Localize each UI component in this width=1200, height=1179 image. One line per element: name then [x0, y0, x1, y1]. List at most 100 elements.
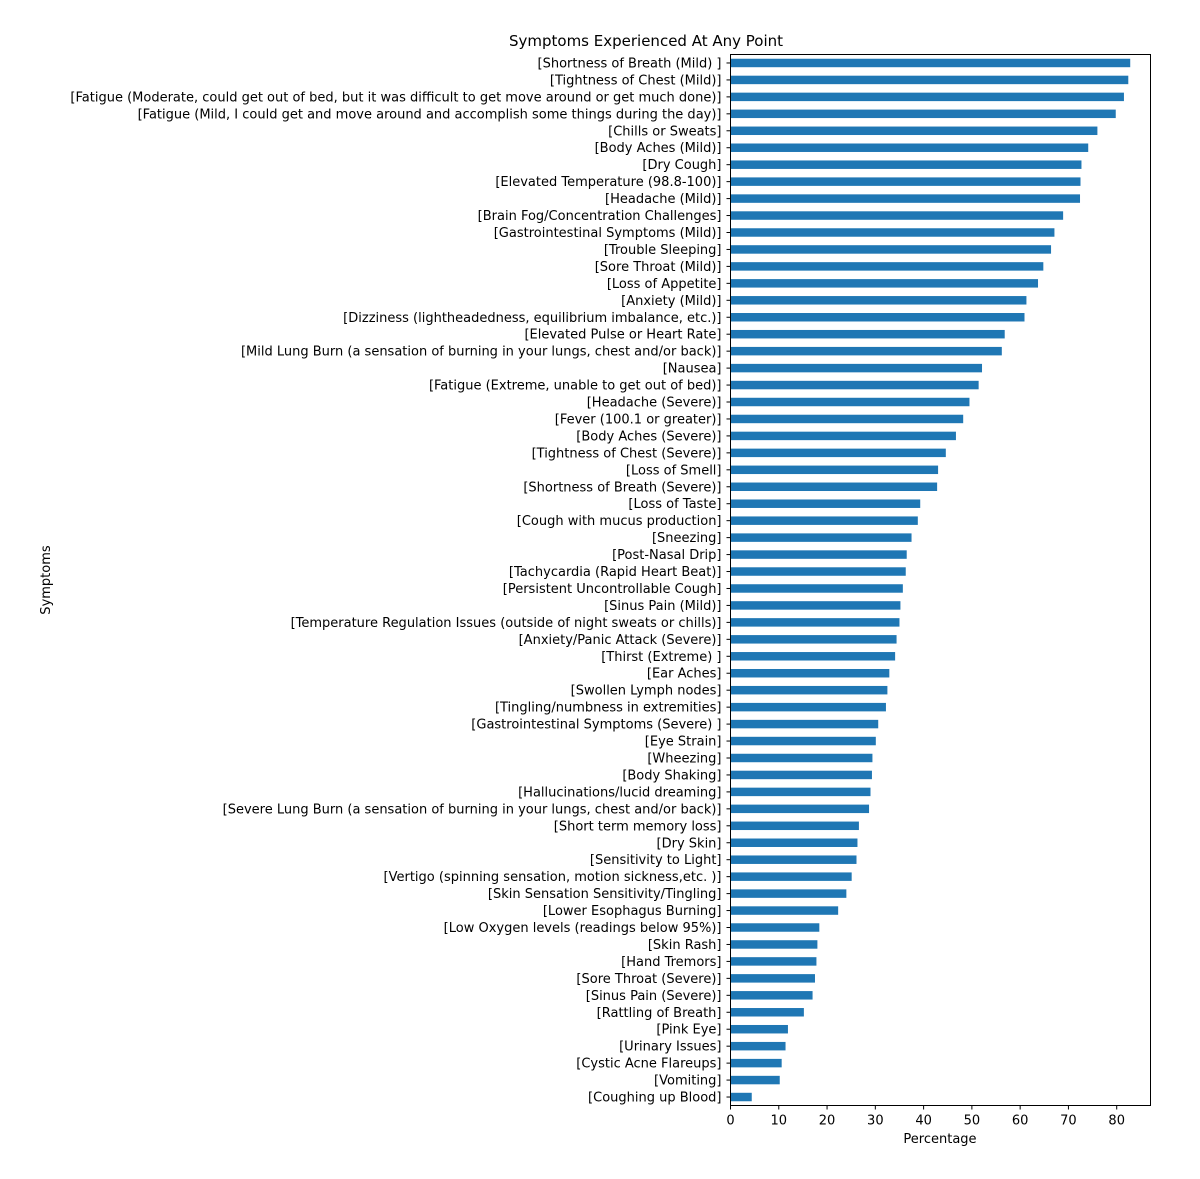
bar: [730, 821, 859, 831]
y-tick-label: [Anxiety (Mild)]: [621, 294, 721, 309]
bar: [730, 194, 1081, 203]
x-axis-label: Percentage: [903, 1132, 976, 1147]
bar: [730, 397, 970, 407]
bar: [730, 736, 876, 746]
y-tick-label: [Body Shaking]: [622, 768, 721, 783]
x-tick-label: 20: [819, 1114, 836, 1129]
bars-group: [730, 58, 1131, 1102]
y-tick-label: [Dry Skin]: [657, 836, 722, 851]
y-tick-label: [Hallucinations/lucid dreaming]: [518, 785, 721, 800]
bar: [730, 177, 1081, 186]
bar: [730, 685, 888, 695]
y-tick-label: [Urinary Issues]: [619, 1040, 721, 1055]
bar: [730, 533, 912, 542]
y-tick-label: [Fatigue (Mild, I could get and move aro…: [138, 107, 722, 122]
bar: [730, 363, 983, 373]
x-axis-ticks: 0 10 20 30 40 50 60 70 80: [726, 1105, 1125, 1129]
y-tick-label: [Shortness of Breath (Severe)]: [523, 480, 721, 495]
y-axis-label: Symptoms: [39, 545, 54, 615]
plot-frame: [730, 54, 1151, 1106]
y-tick-label: [Persistent Uncontrollable Cough]: [503, 582, 722, 597]
y-tick-label: [Anxiety/Panic Attack (Severe)]: [519, 633, 722, 648]
y-tick-label: [Temperature Regulation Issues (outside …: [291, 616, 722, 631]
y-tick-label: [Shortness of Breath (Mild) ]: [538, 56, 722, 71]
y-tick-label: [Eye Strain]: [645, 735, 722, 750]
y-tick-label: [Rattling of Breath]: [597, 1006, 722, 1021]
bar: [730, 228, 1055, 237]
y-tick-label: [Lower Esophagus Burning]: [543, 904, 722, 919]
bar: [730, 855, 857, 864]
bar: [730, 160, 1082, 169]
bar: [730, 804, 870, 814]
y-tick-label: [Swollen Lymph nodes]: [571, 684, 722, 699]
y-tick-label: [Sinus Pain (Severe)]: [586, 989, 722, 1004]
y-tick-label: [Low Oxygen levels (readings below 95%)]: [444, 921, 722, 936]
bar: [730, 431, 956, 441]
y-tick-label: [Fever (100.1 or greater)]: [555, 412, 722, 427]
y-tick-label: [Sore Throat (Mild)]: [595, 260, 722, 275]
bar: [730, 465, 939, 475]
bar: [730, 109, 1116, 119]
y-tick-label: [Skin Rash]: [648, 938, 722, 953]
y-tick-label: [Short term memory loss]: [554, 819, 722, 834]
bar: [730, 296, 1027, 305]
bar: [730, 143, 1089, 152]
bar: [730, 567, 906, 576]
bar: [730, 719, 879, 729]
bar: [730, 872, 852, 881]
y-tick-label: [Chills or Sweats]: [608, 124, 721, 139]
bar: [730, 1041, 786, 1051]
y-tick-label: [Fatigue (Moderate, could get out of bed…: [70, 90, 721, 105]
x-tick-label: 80: [1108, 1114, 1125, 1129]
bar: [730, 889, 847, 898]
bar: [730, 957, 817, 966]
y-tick-label: [Nausea]: [663, 362, 722, 377]
y-tick-label: [Dizziness (lightheadedness, equilibrium…: [343, 311, 721, 326]
y-tick-label: [Loss of Appetite]: [607, 277, 722, 292]
bar: [730, 906, 839, 915]
x-tick-label: 70: [1060, 1114, 1077, 1129]
y-tick-label: [Gastrointestinal Symptoms (Severe) ]: [471, 718, 721, 733]
y-tick-label: [Thirst (Extreme) ]: [601, 650, 721, 665]
bar: [730, 414, 964, 424]
bar: [730, 584, 903, 593]
bar: [730, 58, 1131, 68]
bar: [730, 838, 858, 847]
bar: [730, 262, 1044, 271]
y-tick-label: [Vomiting]: [654, 1074, 721, 1089]
y-tick-label: [Cystic Acne Flareups]: [576, 1057, 721, 1072]
bar: [730, 92, 1124, 102]
bar: [730, 787, 871, 797]
y-tick-label: [Vertigo (spinning sensation, motion sic…: [384, 870, 722, 885]
y-tick-label: [Loss of Smell]: [626, 463, 722, 478]
y-tick-label: [Headache (Severe)]: [587, 396, 722, 411]
bar: [730, 1024, 788, 1034]
bar: [730, 75, 1129, 85]
y-tick-label: [Trouble Sleeping]: [604, 243, 722, 258]
y-tick-label: [Gastrointestinal Symptoms (Mild)]: [494, 226, 722, 241]
y-tick-label: [Loss of Taste]: [628, 497, 721, 512]
y-tick-label: [Elevated Temperature (98.8-100)]: [495, 175, 721, 190]
y-tick-label: [Severe Lung Burn (a sensation of burnin…: [223, 802, 722, 817]
y-tick-label: [Cough with mucus production]: [517, 514, 722, 529]
bar: [730, 940, 818, 949]
y-tick-label: [Sneezing]: [652, 531, 722, 546]
y-tick-label: [Coughing up Blood]: [588, 1091, 721, 1106]
y-tick-label: [Headache (Mild)]: [605, 192, 721, 207]
y-tick-label: [Fatigue (Extreme, unable to get out of …: [429, 379, 722, 394]
y-tick-label: [Sinus Pain (Mild)]: [604, 599, 721, 614]
y-tick-label: [Brain Fog/Concentration Challenges]: [478, 209, 722, 224]
y-tick-label: [Tingling/numbness in extremities]: [495, 701, 722, 716]
bar: [730, 482, 938, 492]
x-tick-label: 10: [771, 1114, 788, 1129]
bar: [730, 516, 918, 525]
y-axis-ticks: [Shortness of Breath (Mild) ] [Tightness …: [70, 56, 731, 1106]
chart-title: Symptoms Experienced At Any Point: [509, 32, 783, 50]
y-tick-label: [Mild Lung Burn (a sensation of burning …: [241, 345, 722, 360]
bar: [730, 313, 1025, 322]
bar: [730, 974, 815, 983]
y-tick-label: [Body Aches (Severe)]: [576, 429, 721, 444]
bar: [730, 380, 979, 390]
